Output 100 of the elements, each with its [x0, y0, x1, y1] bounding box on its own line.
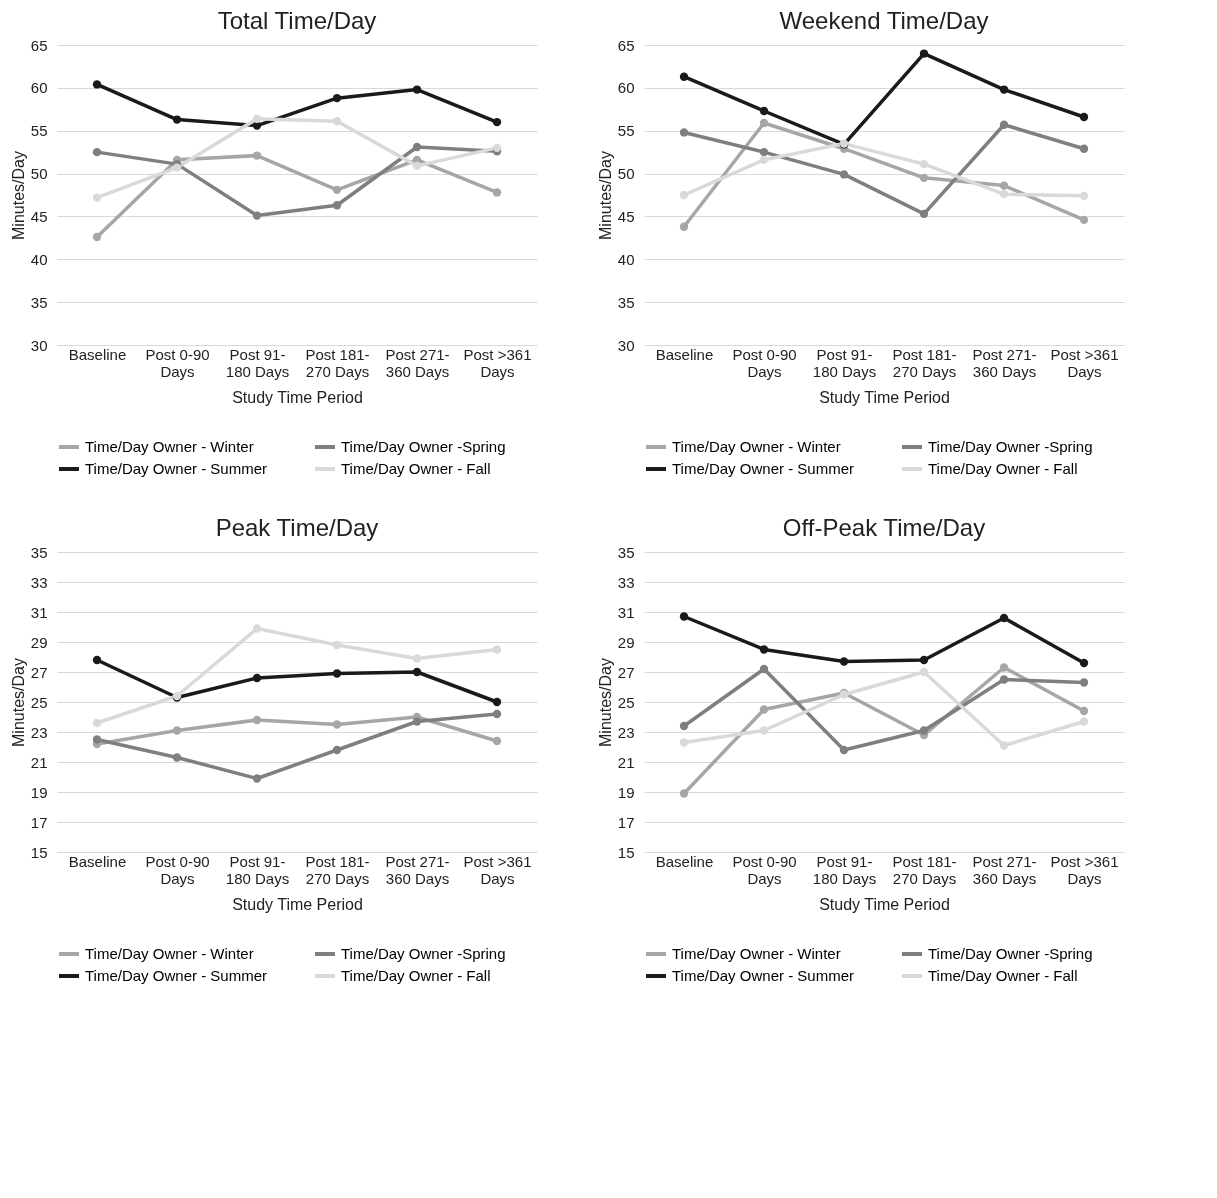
point: [759, 147, 769, 157]
x-tick-label: Post 0-90 Days: [732, 852, 797, 887]
point: [332, 640, 342, 650]
point: [332, 745, 342, 755]
y-tick-label: 27: [617, 663, 635, 681]
y-tick-label: 45: [30, 207, 48, 225]
point: [679, 789, 689, 798]
point: [679, 190, 689, 200]
x-tick-label: Post 0-90 Days: [145, 345, 210, 380]
point: [252, 114, 262, 123]
point: [999, 675, 1009, 684]
point: [332, 117, 342, 126]
point: [412, 717, 422, 726]
point: [332, 93, 342, 103]
y-tick-label: 35: [30, 293, 48, 311]
x-tick-label: Baseline: [655, 852, 714, 870]
x-tick-label: Post 0-90 Days: [145, 852, 210, 887]
point: [492, 188, 502, 197]
point: [679, 222, 689, 231]
x-tick-label: Post 91-180 Days: [225, 345, 290, 380]
point: [759, 726, 769, 735]
point: [999, 613, 1009, 623]
y-tick-label: 35: [617, 543, 635, 561]
point: [92, 655, 102, 665]
point: [252, 715, 262, 725]
point: [1079, 191, 1089, 201]
x-tick-label: Post >361 Days: [1050, 852, 1119, 887]
point: [759, 705, 769, 714]
point: [839, 657, 849, 666]
point: [252, 211, 262, 220]
x-tick-label: Post >361 Days: [463, 852, 532, 887]
x-tick-label: Baseline: [68, 852, 127, 870]
y-tick-label: 29: [617, 633, 635, 651]
y-tick-label: 40: [617, 250, 635, 268]
point: [679, 738, 689, 747]
x-tick-label: Post >361 Days: [1050, 345, 1119, 380]
point: [252, 151, 262, 160]
x-tick-label: Post 181-270 Days: [305, 345, 370, 380]
x-axis-title: Study Time Period: [232, 895, 363, 913]
y-tick-label: 27: [30, 663, 48, 681]
y-tick-label: 29: [30, 633, 48, 651]
point: [1079, 706, 1089, 716]
point: [252, 624, 262, 633]
point: [999, 85, 1009, 94]
x-axis-title: Study Time Period: [819, 895, 950, 913]
legend-label: Time/Day Owner -Spring: [341, 438, 506, 455]
point: [412, 654, 422, 663]
legend-label: Time/Day Owner - Summer: [85, 967, 267, 984]
y-tick-label: 21: [617, 753, 635, 771]
point: [759, 106, 769, 116]
x-tick-label: Post 91-180 Days: [812, 852, 877, 887]
point: [412, 667, 422, 677]
legend-label: Time/Day Owner - Summer: [672, 967, 854, 984]
x-tick-label: Post 181-270 Days: [892, 345, 957, 380]
point: [759, 664, 769, 674]
y-tick-label: 55: [30, 122, 48, 140]
y-tick-label: 15: [617, 843, 635, 861]
point: [919, 173, 929, 183]
point: [999, 663, 1009, 672]
legend-label: Time/Day Owner - Winter: [85, 945, 254, 962]
y-tick-label: 31: [30, 603, 48, 621]
y-tick-label: 45: [617, 207, 635, 225]
y-tick-label: 30: [617, 336, 635, 354]
x-tick-label: Post 271-360 Days: [385, 345, 450, 380]
y-tick-label: 40: [30, 250, 48, 268]
point: [839, 170, 849, 179]
point: [92, 147, 102, 157]
point: [759, 118, 769, 128]
point: [759, 155, 769, 165]
point: [919, 667, 929, 677]
point: [999, 120, 1009, 129]
point: [332, 720, 342, 729]
y-tick-label: 21: [30, 753, 48, 771]
x-tick-label: Post 0-90 Days: [732, 345, 797, 380]
point: [839, 745, 849, 755]
point: [92, 735, 102, 744]
y-tick-label: 55: [617, 122, 635, 140]
point: [332, 201, 342, 210]
point: [412, 161, 422, 171]
chart-title: Peak Time/Day: [215, 514, 379, 541]
legend-label: Time/Day Owner - Summer: [85, 460, 267, 477]
y-tick-label: 19: [617, 783, 635, 801]
y-tick-label: 35: [30, 543, 48, 561]
y-axis-title: Minutes/Day: [9, 151, 27, 240]
point: [679, 612, 689, 621]
point: [679, 128, 689, 137]
x-axis-title: Study Time Period: [819, 388, 950, 406]
x-tick-label: Post 181-270 Days: [305, 852, 370, 887]
y-tick-label: 60: [30, 79, 48, 97]
chart-title: Total Time/Day: [217, 7, 377, 34]
point: [252, 673, 262, 683]
point: [492, 117, 502, 127]
legend-label: Time/Day Owner - Fall: [928, 460, 1078, 477]
point: [999, 181, 1009, 190]
legend-label: Time/Day Owner -Spring: [928, 945, 1093, 962]
y-tick-label: 33: [617, 573, 635, 591]
point: [999, 189, 1009, 199]
x-tick-label: Post 271-360 Days: [972, 345, 1037, 380]
chart-title: Off-Peak Time/Day: [782, 514, 986, 541]
y-tick-label: 25: [617, 693, 635, 711]
